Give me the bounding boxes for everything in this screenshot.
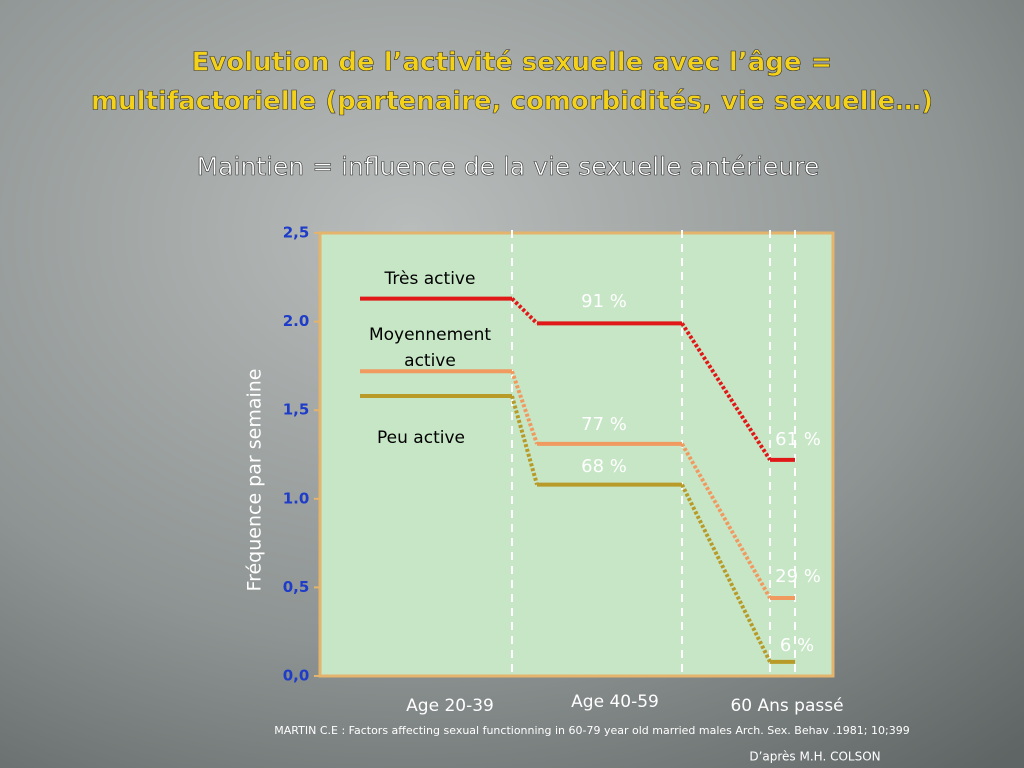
y-tick-label: 1.0 (283, 489, 310, 507)
y-axis-label: Fréquence par semaine (244, 369, 266, 592)
connector (510, 370, 539, 445)
annotation: 68 % (581, 456, 627, 477)
y-tick-label: 0,0 (283, 667, 310, 685)
x-tick-label: 60 Ans passé (730, 696, 843, 716)
source: MARTIN C.E : Factors affecting sexual fu… (274, 724, 909, 737)
connector (680, 322, 772, 461)
plot-area (318, 231, 835, 678)
dividers (511, 230, 796, 678)
annotation: 6 % (780, 635, 814, 656)
y-tick-label: 0,5 (283, 578, 310, 596)
annotation: 29 % (775, 566, 821, 587)
y-tick-label: 2,5 (283, 224, 310, 242)
annotation: 91 % (581, 291, 627, 312)
connector (510, 395, 539, 486)
annotation: 61 % (775, 429, 821, 450)
series-label: Peu active (377, 428, 465, 448)
y-tick-label: 2.0 (283, 312, 310, 330)
connector (680, 483, 772, 663)
title-line: multifactorielle (partenaire, comorbidit… (91, 87, 933, 117)
series-label: Moyennement active (369, 325, 491, 371)
title-line: Evolution de l’activité sexuelle avec l’… (192, 48, 833, 78)
subtitle: Maintien = influence de la vie sexuelle … (197, 152, 820, 181)
annotation: 77 % (581, 414, 627, 435)
series-label: Très active (384, 269, 476, 289)
y-tick-label: 1,5 (283, 401, 310, 419)
credit: D’après M.H. COLSON (749, 750, 880, 764)
x-tick-label: Age 40-59 (571, 692, 659, 712)
x-tick-label: Age 20-39 (406, 696, 494, 716)
connector (510, 297, 539, 325)
connector (680, 442, 772, 600)
